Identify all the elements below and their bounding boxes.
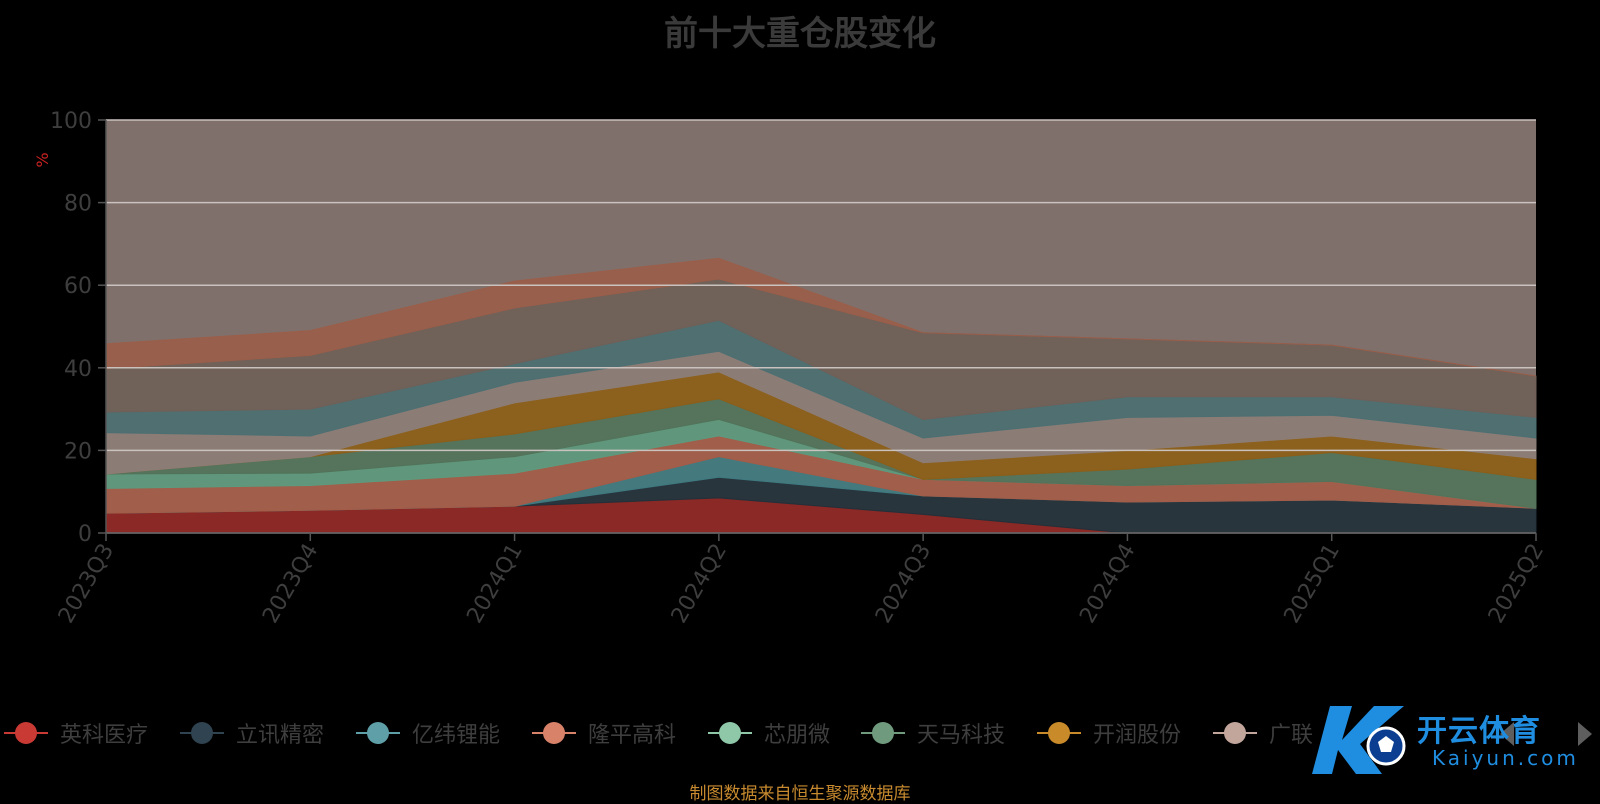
legend-item[interactable]: 亿纬锂能 [354,716,500,750]
area-chart: 0 20 40 60 80 100 2023Q3 2023Q4 2024Q1 2024Q2 2024… [33,109,1549,628]
legend-label: 天马科技 [917,723,1006,748]
y-tick-label: 80 [64,192,92,217]
legend-marker-icon [706,716,754,750]
legend-label: 隆平高科 [588,723,677,748]
legend-item[interactable]: 开润股份 [1035,716,1181,750]
legend-label: 广联 [1269,723,1314,748]
legend-label: 亿纬锂能 [412,723,501,748]
legend: 英科医疗 立讯精密 亿纬锂能 隆平高科 芯朋微 天马科技 开润股份 广联 [0,716,1600,750]
legend-item[interactable]: 芯朋微 [706,716,830,750]
source-note: 制图数据来自恒生聚源数据库 [689,784,911,804]
legend-item[interactable]: 天马科技 [859,716,1005,750]
chart-title: 前十大重仓股变化 [664,14,936,54]
legend-label: 开润股份 [1093,723,1182,748]
legend-label: 英科医疗 [60,723,149,748]
legend-item[interactable]: 英科医疗 [2,716,148,750]
y-tick-label: 0 [78,522,92,547]
legend-marker-icon [2,716,50,750]
watermark-text: 开云体育 [1417,714,1541,749]
x-tick-label: 2024Q2 [667,540,732,628]
y-tick-label: 20 [64,439,92,464]
y-tick-label: 100 [50,109,92,134]
watermark-domain: Kaiyun.com [1432,746,1579,770]
legend-marker-icon [354,716,402,750]
legend-marker-icon [1035,716,1083,750]
x-tick-label: 2024Q3 [871,540,936,628]
legend-marker-icon [178,716,226,750]
legend-item[interactable]: 立讯精密 [178,716,324,750]
legend-prev-button[interactable] [1500,722,1514,746]
y-tick-label: 40 [64,357,92,382]
x-tick-label: 2025Q1 [1280,540,1345,628]
x-tick-label: 2025Q2 [1484,540,1549,628]
kaiyun-logo-icon [1312,706,1406,774]
legend-item[interactable]: 广联 [1211,716,1313,750]
legend-label: 立讯精密 [236,723,325,748]
legend-item[interactable]: 隆平高科 [530,716,676,750]
legend-marker-icon [1211,716,1259,750]
x-tick-label: 2023Q3 [54,540,119,628]
legend-next-button[interactable] [1578,722,1592,746]
legend-marker-icon [859,716,907,750]
watermark-logo: 开云体育 Kaiyun.com [1312,700,1592,780]
x-tick-label: 2024Q4 [1075,540,1140,628]
area-series-11[interactable] [105,257,1537,377]
x-tick-label: 2023Q4 [258,540,323,628]
legend-label: 芯朋微 [764,723,831,748]
y-axis-unit: % [33,152,52,167]
x-tick-label: 2024Q1 [462,540,527,628]
legend-marker-icon [530,716,578,750]
y-tick-label: 60 [64,274,92,299]
